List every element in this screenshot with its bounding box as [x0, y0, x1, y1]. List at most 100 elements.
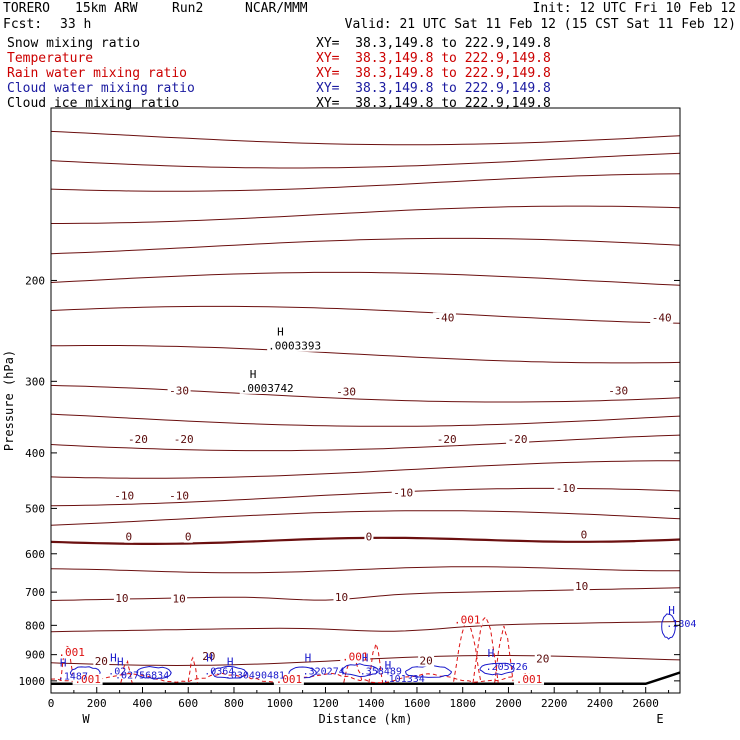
- rain-label-bg: [273, 673, 304, 685]
- cloud-water-contour: [340, 663, 379, 678]
- x-tick-label: 1400: [358, 697, 385, 710]
- init-time: Init: 12 UTC Fri 10 Feb 12: [532, 1, 737, 16]
- isotherm-label: -40: [652, 312, 672, 325]
- isotherm-label-bg: [579, 529, 589, 541]
- isotherm-line: [50, 384, 681, 403]
- snow-max-value-group: .0003742: [239, 382, 298, 395]
- isotherm-line: [50, 413, 681, 427]
- legend-xy-snow: XY= 38.3,149.8 to 222.9,149.8: [316, 36, 551, 51]
- isotherm-label-group: -10: [112, 489, 136, 502]
- isotherm-label: -10: [169, 489, 189, 502]
- isotherm-label-group: 0: [183, 531, 193, 544]
- rain-contour: [494, 625, 514, 683]
- isotherm-label: -20: [174, 433, 194, 446]
- cloud-max-value: .205726: [486, 662, 528, 673]
- rain-label: .001: [58, 646, 85, 659]
- rain-label-bg: [56, 647, 87, 659]
- isotherm-label-group: -20: [126, 433, 150, 446]
- contour-labels: -40 -40 -30 -30 -30 -20 -20 -20 -20 -10 -10 -10 -10 0…: [56, 312, 696, 686]
- cloud-max-marker: H: [227, 655, 234, 668]
- isotherm-label-group: 10: [171, 593, 188, 606]
- isotherm-label-group: -10: [554, 482, 578, 495]
- snow-max-marker: H: [250, 368, 257, 381]
- plot-frame: [50, 107, 681, 694]
- y-tick-label: 500: [25, 502, 45, 515]
- temperature-contours: [50, 130, 681, 686]
- isotherm-label: 10: [335, 591, 348, 604]
- x-tick-label: 1200: [312, 697, 339, 710]
- cloud-max-value: .1804: [666, 619, 696, 630]
- isotherm-label: 20: [202, 650, 215, 663]
- cloud-water-contour: [136, 665, 172, 680]
- isotherm-label: -10: [114, 489, 134, 502]
- run-label: Run2: [172, 1, 204, 16]
- isotherm-label-bg: [124, 531, 134, 543]
- isotherm-label-bg: [606, 385, 630, 397]
- snow-max-value-bg: [267, 340, 326, 352]
- isotherm-line: [50, 173, 681, 192]
- cloud-max-value: .030490481: [225, 670, 285, 681]
- isotherm-label-bg: [391, 487, 415, 499]
- y-tick-label: 200: [25, 274, 45, 287]
- isotherm-label-group: 20: [418, 655, 435, 668]
- y-tick-label: 300: [25, 375, 45, 388]
- x-tick-label: 2200: [541, 697, 568, 710]
- x-tick-label: 600: [178, 697, 198, 710]
- cloud-max-marker: H: [385, 659, 392, 672]
- isotherm-label-group: -30: [334, 385, 358, 398]
- isotherm-label: 0: [366, 531, 373, 544]
- rain-label-group: .001: [56, 646, 87, 659]
- isotherm-label-group: -20: [506, 433, 530, 446]
- x-tick-label: 0: [48, 697, 55, 710]
- cloud-max-value: .0364: [204, 666, 234, 677]
- x-tick-label: 2400: [587, 697, 614, 710]
- resolution-label: 15km ARW: [75, 1, 138, 16]
- cloud-max-marker: H: [110, 651, 117, 664]
- isotherm-label-group: 10: [573, 580, 590, 593]
- y-tick-label: 1000: [19, 675, 46, 688]
- cloud-water-contour: [211, 665, 248, 679]
- isotherm-label-group: -40: [650, 312, 674, 325]
- isotherm-label-bg: [167, 385, 191, 397]
- terrain-line: [51, 671, 681, 686]
- center-label: NCAR/MMM: [245, 1, 308, 16]
- isotherm-label-group: 0: [124, 531, 134, 544]
- cloud-max-marker: H: [488, 647, 495, 660]
- isotherm-line: [50, 237, 681, 255]
- isotherm-label-group: 20: [93, 655, 110, 668]
- isotherm-label-group: 0: [579, 528, 589, 541]
- isotherm-line: [50, 621, 681, 633]
- isotherm-label-bg: [200, 650, 217, 662]
- isotherm-label-bg: [93, 656, 110, 668]
- isotherm-label-group: -30: [606, 384, 630, 397]
- y-tick-label: 600: [25, 548, 45, 561]
- isotherm-label-bg: [554, 482, 578, 494]
- y-tick-label: 800: [25, 619, 45, 632]
- isotherm-label-bg: [573, 580, 590, 592]
- isotherm-label: 10: [575, 580, 588, 593]
- cloud-max-value: .1487: [58, 671, 88, 682]
- x-tick-label: 2000: [495, 697, 522, 710]
- y-tick-label: 900: [25, 649, 45, 662]
- cloud-max-marker: H: [668, 604, 675, 617]
- isotherm-label-group: -10: [391, 487, 415, 500]
- x-tick-label: 1800: [449, 697, 476, 710]
- isotherm-label-bg: [364, 531, 374, 543]
- legend-xy-rain: XY= 38.3,149.8 to 222.9,149.8: [316, 66, 551, 81]
- isotherm-line: [51, 205, 681, 224]
- isotherm-label-bg: [418, 655, 435, 667]
- snow-max-value: .0003393: [268, 340, 321, 353]
- rain-label: .001: [454, 614, 481, 627]
- isotherm-label: -10: [393, 487, 413, 500]
- isotherm-label-group: 20: [534, 652, 551, 665]
- isotherm-line: [50, 130, 681, 146]
- isotherm-line: [50, 271, 681, 286]
- isotherm-label-group: 20: [200, 650, 217, 663]
- rain-contour: [187, 656, 198, 683]
- snow-max-marker: H: [277, 326, 284, 339]
- isotherm-label: -20: [128, 433, 148, 446]
- isotherm-label-bg: [506, 434, 530, 446]
- rain-contour: [368, 641, 384, 683]
- x-axis-label: Distance (km): [319, 712, 413, 726]
